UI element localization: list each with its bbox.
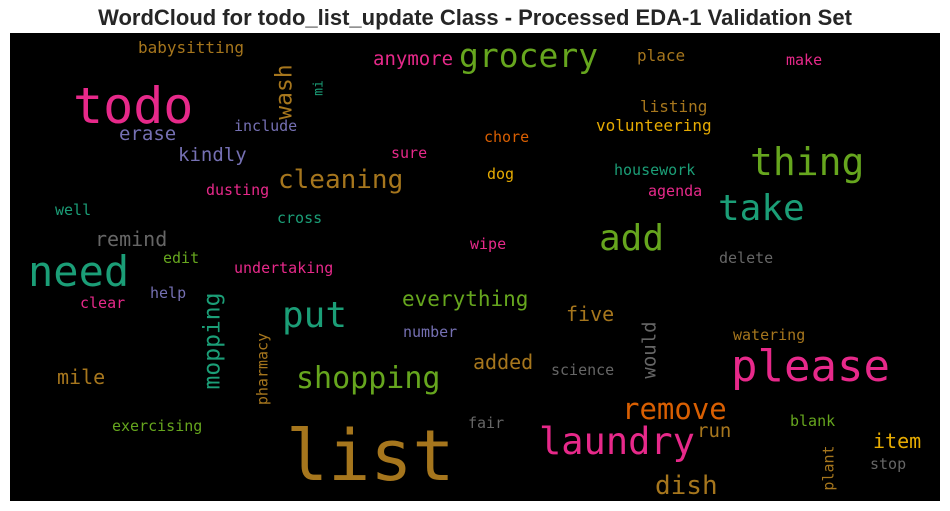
word-volunteering: volunteering xyxy=(596,116,712,135)
word-agenda: agenda xyxy=(648,182,703,200)
word-kindly: kindly xyxy=(178,144,247,166)
word-added: added xyxy=(473,350,534,374)
word-mi: mi xyxy=(311,80,327,96)
word-science: science xyxy=(551,361,615,379)
word-erase: erase xyxy=(119,123,177,145)
word-put: put xyxy=(282,295,348,336)
word-grocery: grocery xyxy=(459,36,599,75)
word-housework: housework xyxy=(614,161,696,179)
word-include: include xyxy=(234,117,298,135)
word-wipe: wipe xyxy=(470,235,507,253)
wordcloud-canvas: list todo please need thing laundry add … xyxy=(10,33,940,501)
word-need: need xyxy=(28,247,130,296)
word-remind: remind xyxy=(95,227,168,251)
word-undertaking: undertaking xyxy=(234,259,334,277)
word-sure: sure xyxy=(391,144,428,162)
word-edit: edit xyxy=(163,249,200,267)
word-wash: wash xyxy=(271,64,298,120)
word-laundry: laundry xyxy=(539,420,695,463)
word-chore: chore xyxy=(484,128,530,146)
word-pharmacy: pharmacy xyxy=(253,332,272,406)
chart-title: WordCloud for todo_list_update Class - P… xyxy=(98,5,852,30)
word-run: run xyxy=(697,420,732,442)
word-clear: clear xyxy=(80,294,126,312)
word-help: help xyxy=(150,284,187,302)
word-dusting: dusting xyxy=(206,181,270,199)
word-mile: mile xyxy=(57,365,106,389)
word-dog: dog xyxy=(487,165,515,183)
word-shopping: shopping xyxy=(296,361,441,396)
word-todo: todo xyxy=(73,77,194,135)
word-blank: blank xyxy=(790,412,836,430)
word-item: item xyxy=(873,429,922,453)
word-five: five xyxy=(566,302,615,326)
word-stop: stop xyxy=(870,455,907,473)
word-well: well xyxy=(55,201,92,219)
word-remove: remove xyxy=(622,392,727,426)
word-thing: thing xyxy=(750,140,865,184)
word-please: please xyxy=(731,341,890,392)
word-cleaning: cleaning xyxy=(278,165,404,195)
word-place: place xyxy=(637,46,686,65)
word-mopping: mopping xyxy=(199,292,226,390)
word-plant: plant xyxy=(819,445,838,491)
word-number: number xyxy=(403,323,458,341)
word-make: make xyxy=(786,51,823,69)
word-would: would xyxy=(638,321,661,379)
word-delete: delete xyxy=(719,249,774,267)
word-list: list xyxy=(286,415,455,497)
word-anymore: anymore xyxy=(373,48,454,70)
word-cross: cross xyxy=(277,209,323,227)
word-take: take xyxy=(718,188,805,229)
word-exercising: exercising xyxy=(112,417,203,435)
word-babysitting: babysitting xyxy=(138,38,244,57)
word-everything: everything xyxy=(402,287,529,311)
word-listing: listing xyxy=(640,97,708,116)
word-dish: dish xyxy=(655,471,718,501)
word-add: add xyxy=(599,218,665,259)
word-watering: watering xyxy=(733,326,806,344)
word-fair: fair xyxy=(468,414,505,432)
